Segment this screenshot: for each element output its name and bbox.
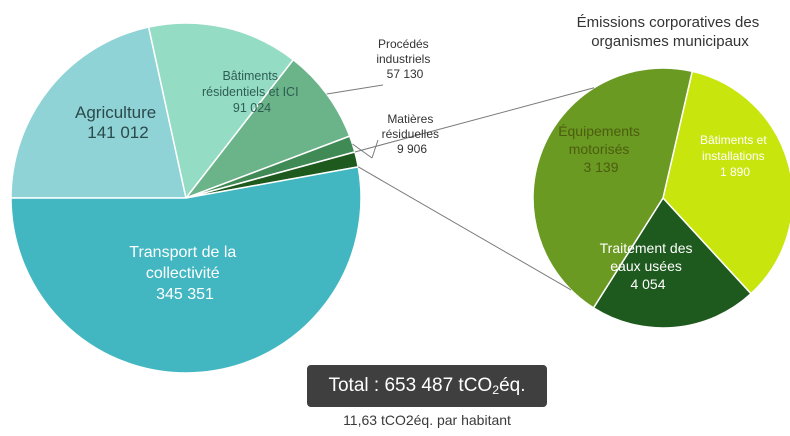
label-batiments-installations: Bâtiments et installations 1 890	[700, 133, 770, 179]
slice-transport-collectivite	[10, 165, 362, 374]
connector-bottom	[357, 166, 572, 291]
corporate-sub-pie	[532, 67, 790, 329]
slice-procedes-industriels	[183, 58, 351, 200]
slice-equipements-motorises	[662, 70, 790, 295]
label-traitement-eaux-usees: Traitement des eaux usées 4 054	[600, 240, 697, 292]
label-transport-collectivite: Transport de la collectivité 345 351	[129, 244, 240, 303]
total-suffix: éq.	[499, 375, 526, 396]
slice-labels: Agriculture 141 012 Bâtiments résidentie…	[75, 14, 770, 303]
per-capita-text: 11,63 tCO2éq. par habitant	[343, 412, 511, 428]
slice-agriculture	[10, 26, 187, 199]
total-badge: Total : 653 487 tCO2éq.	[307, 365, 547, 407]
slice-batiments-installations	[592, 196, 753, 329]
label-matieres-residuelles: Matières résiduelles 9 906	[382, 112, 443, 156]
sub-pie-title: Émissions corporatives des organismes mu…	[577, 14, 764, 50]
total-prefix: Total : 653 487 tCO	[328, 375, 493, 396]
callout-procedes	[326, 84, 384, 95]
slice-batiments-residentiels	[147, 22, 295, 200]
main-pie	[10, 22, 362, 374]
label-agriculture: Agriculture 141 012	[75, 103, 161, 142]
label-batiments-residentiels: Bâtiments résidentiels et ICI 91 024	[202, 69, 302, 115]
callout-lines	[326, 84, 384, 159]
connector-lines	[354, 87, 595, 291]
slice-traitement-eaux-usees	[532, 67, 694, 309]
label-equipements-motorises: Équipements motorisés 3 139	[558, 123, 644, 175]
label-procedes-industriels: Procédés industriels 57 130	[376, 37, 433, 81]
callout-matieres-b	[371, 139, 379, 159]
total-subscript: 2	[492, 383, 500, 398]
connector-top	[354, 87, 595, 153]
callout-matieres-a	[352, 143, 373, 159]
